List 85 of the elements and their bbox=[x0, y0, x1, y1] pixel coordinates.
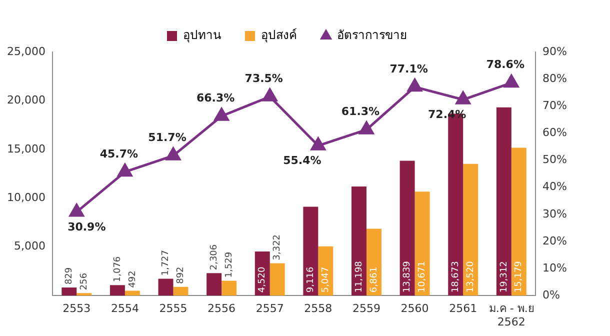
bar bbox=[62, 288, 77, 296]
bar bbox=[110, 285, 125, 296]
bar bbox=[158, 278, 174, 296]
y2-tick-label: 70% bbox=[542, 98, 568, 112]
data-label: 51.7% bbox=[148, 131, 186, 144]
bar bbox=[366, 228, 382, 296]
x-tick-label: 2558 bbox=[304, 302, 332, 316]
data-label: 15,179 bbox=[514, 260, 524, 293]
x-tick-label: 2561 bbox=[449, 302, 478, 316]
data-label: 30.9% bbox=[68, 220, 106, 234]
point bbox=[214, 108, 229, 121]
y2-tick-label: 50% bbox=[542, 153, 568, 166]
legend-label: อุปสงค์ bbox=[261, 28, 297, 44]
x-tick-label: 2554 bbox=[110, 302, 139, 316]
data-label: 11,198 bbox=[354, 260, 364, 293]
y-tick-label: 5,000 bbox=[14, 240, 46, 253]
point bbox=[310, 137, 326, 150]
data-label: 3,322 bbox=[272, 234, 283, 260]
data-label: 829 bbox=[64, 267, 74, 285]
data-label: 78.6% bbox=[486, 58, 524, 72]
bar bbox=[463, 164, 478, 296]
bar bbox=[303, 206, 318, 296]
data-label: 1,529 bbox=[224, 252, 234, 278]
y2-tick-label: 80% bbox=[542, 72, 568, 85]
point bbox=[359, 121, 374, 134]
bar bbox=[511, 148, 526, 296]
data-label: 492 bbox=[128, 270, 138, 288]
y-tick-label: 10,000 bbox=[6, 191, 46, 204]
bar bbox=[496, 107, 512, 296]
bar bbox=[270, 263, 285, 296]
bar bbox=[222, 280, 237, 296]
bar bbox=[76, 293, 92, 296]
legend-label: อัตราการขาย bbox=[337, 28, 407, 42]
x-tick-label: 2553 bbox=[62, 302, 91, 316]
x-tick-label: 2560 bbox=[400, 302, 429, 316]
data-label: 72.4% bbox=[428, 108, 466, 121]
y2-tick-label: 30% bbox=[542, 207, 568, 220]
data-label: 6,861 bbox=[369, 266, 380, 293]
bar bbox=[206, 273, 222, 296]
y2-tick-label: 40% bbox=[542, 180, 568, 194]
legend-label: อุปทาน bbox=[183, 28, 221, 44]
data-label: 13,839 bbox=[402, 260, 413, 293]
data-label: 1,076 bbox=[112, 256, 123, 282]
point bbox=[262, 88, 278, 102]
y-tick-label: 25,000 bbox=[6, 44, 46, 58]
y2-tick-label: 20% bbox=[542, 234, 568, 248]
y2-tick-label: 60% bbox=[542, 126, 568, 140]
y2-tick-label: 0% bbox=[542, 288, 560, 302]
data-label: 5,047 bbox=[321, 266, 332, 293]
data-label: 18,673 bbox=[450, 261, 461, 293]
data-label: 77.1% bbox=[390, 62, 428, 76]
bar bbox=[352, 186, 366, 296]
data-label: 45.7% bbox=[100, 147, 138, 160]
point bbox=[69, 204, 84, 217]
point bbox=[166, 147, 181, 160]
data-label: 13,520 bbox=[466, 260, 476, 293]
bar bbox=[400, 160, 415, 296]
point bbox=[118, 164, 132, 177]
data-label: 2,306 bbox=[209, 244, 220, 270]
data-label: 73.5% bbox=[244, 72, 283, 86]
bar bbox=[414, 192, 430, 296]
x-tick-label: ม.ค - พ.ย 2562 bbox=[488, 302, 534, 328]
data-label: 19,312 bbox=[499, 261, 510, 293]
data-label: 9,116 bbox=[306, 266, 316, 293]
x-tick-label: 2556 bbox=[208, 302, 236, 316]
point bbox=[456, 91, 470, 104]
x-tick-label: 2557 bbox=[256, 302, 284, 316]
data-label: 892 bbox=[176, 266, 186, 284]
data-label: 61.3% bbox=[341, 105, 380, 118]
data-label: 256 bbox=[79, 272, 90, 290]
point bbox=[504, 74, 519, 88]
y-tick-label: 15,000 bbox=[6, 142, 46, 156]
data-label: 55.4% bbox=[283, 154, 322, 168]
data-label: 10,671 bbox=[418, 261, 428, 293]
data-label: 4,520 bbox=[258, 266, 268, 293]
bar bbox=[124, 290, 140, 296]
x-tick-label: 2555 bbox=[159, 302, 188, 316]
y-tick-label: 20,000 bbox=[6, 94, 46, 107]
y2-tick-label: 10% bbox=[542, 261, 568, 274]
point bbox=[407, 78, 422, 92]
data-label: 66.3% bbox=[196, 92, 235, 105]
x-tick-label: 2559 bbox=[352, 302, 380, 316]
data-label: 1,727 bbox=[161, 250, 172, 276]
y2-tick-label: 90% bbox=[542, 44, 568, 58]
bar bbox=[173, 286, 188, 296]
